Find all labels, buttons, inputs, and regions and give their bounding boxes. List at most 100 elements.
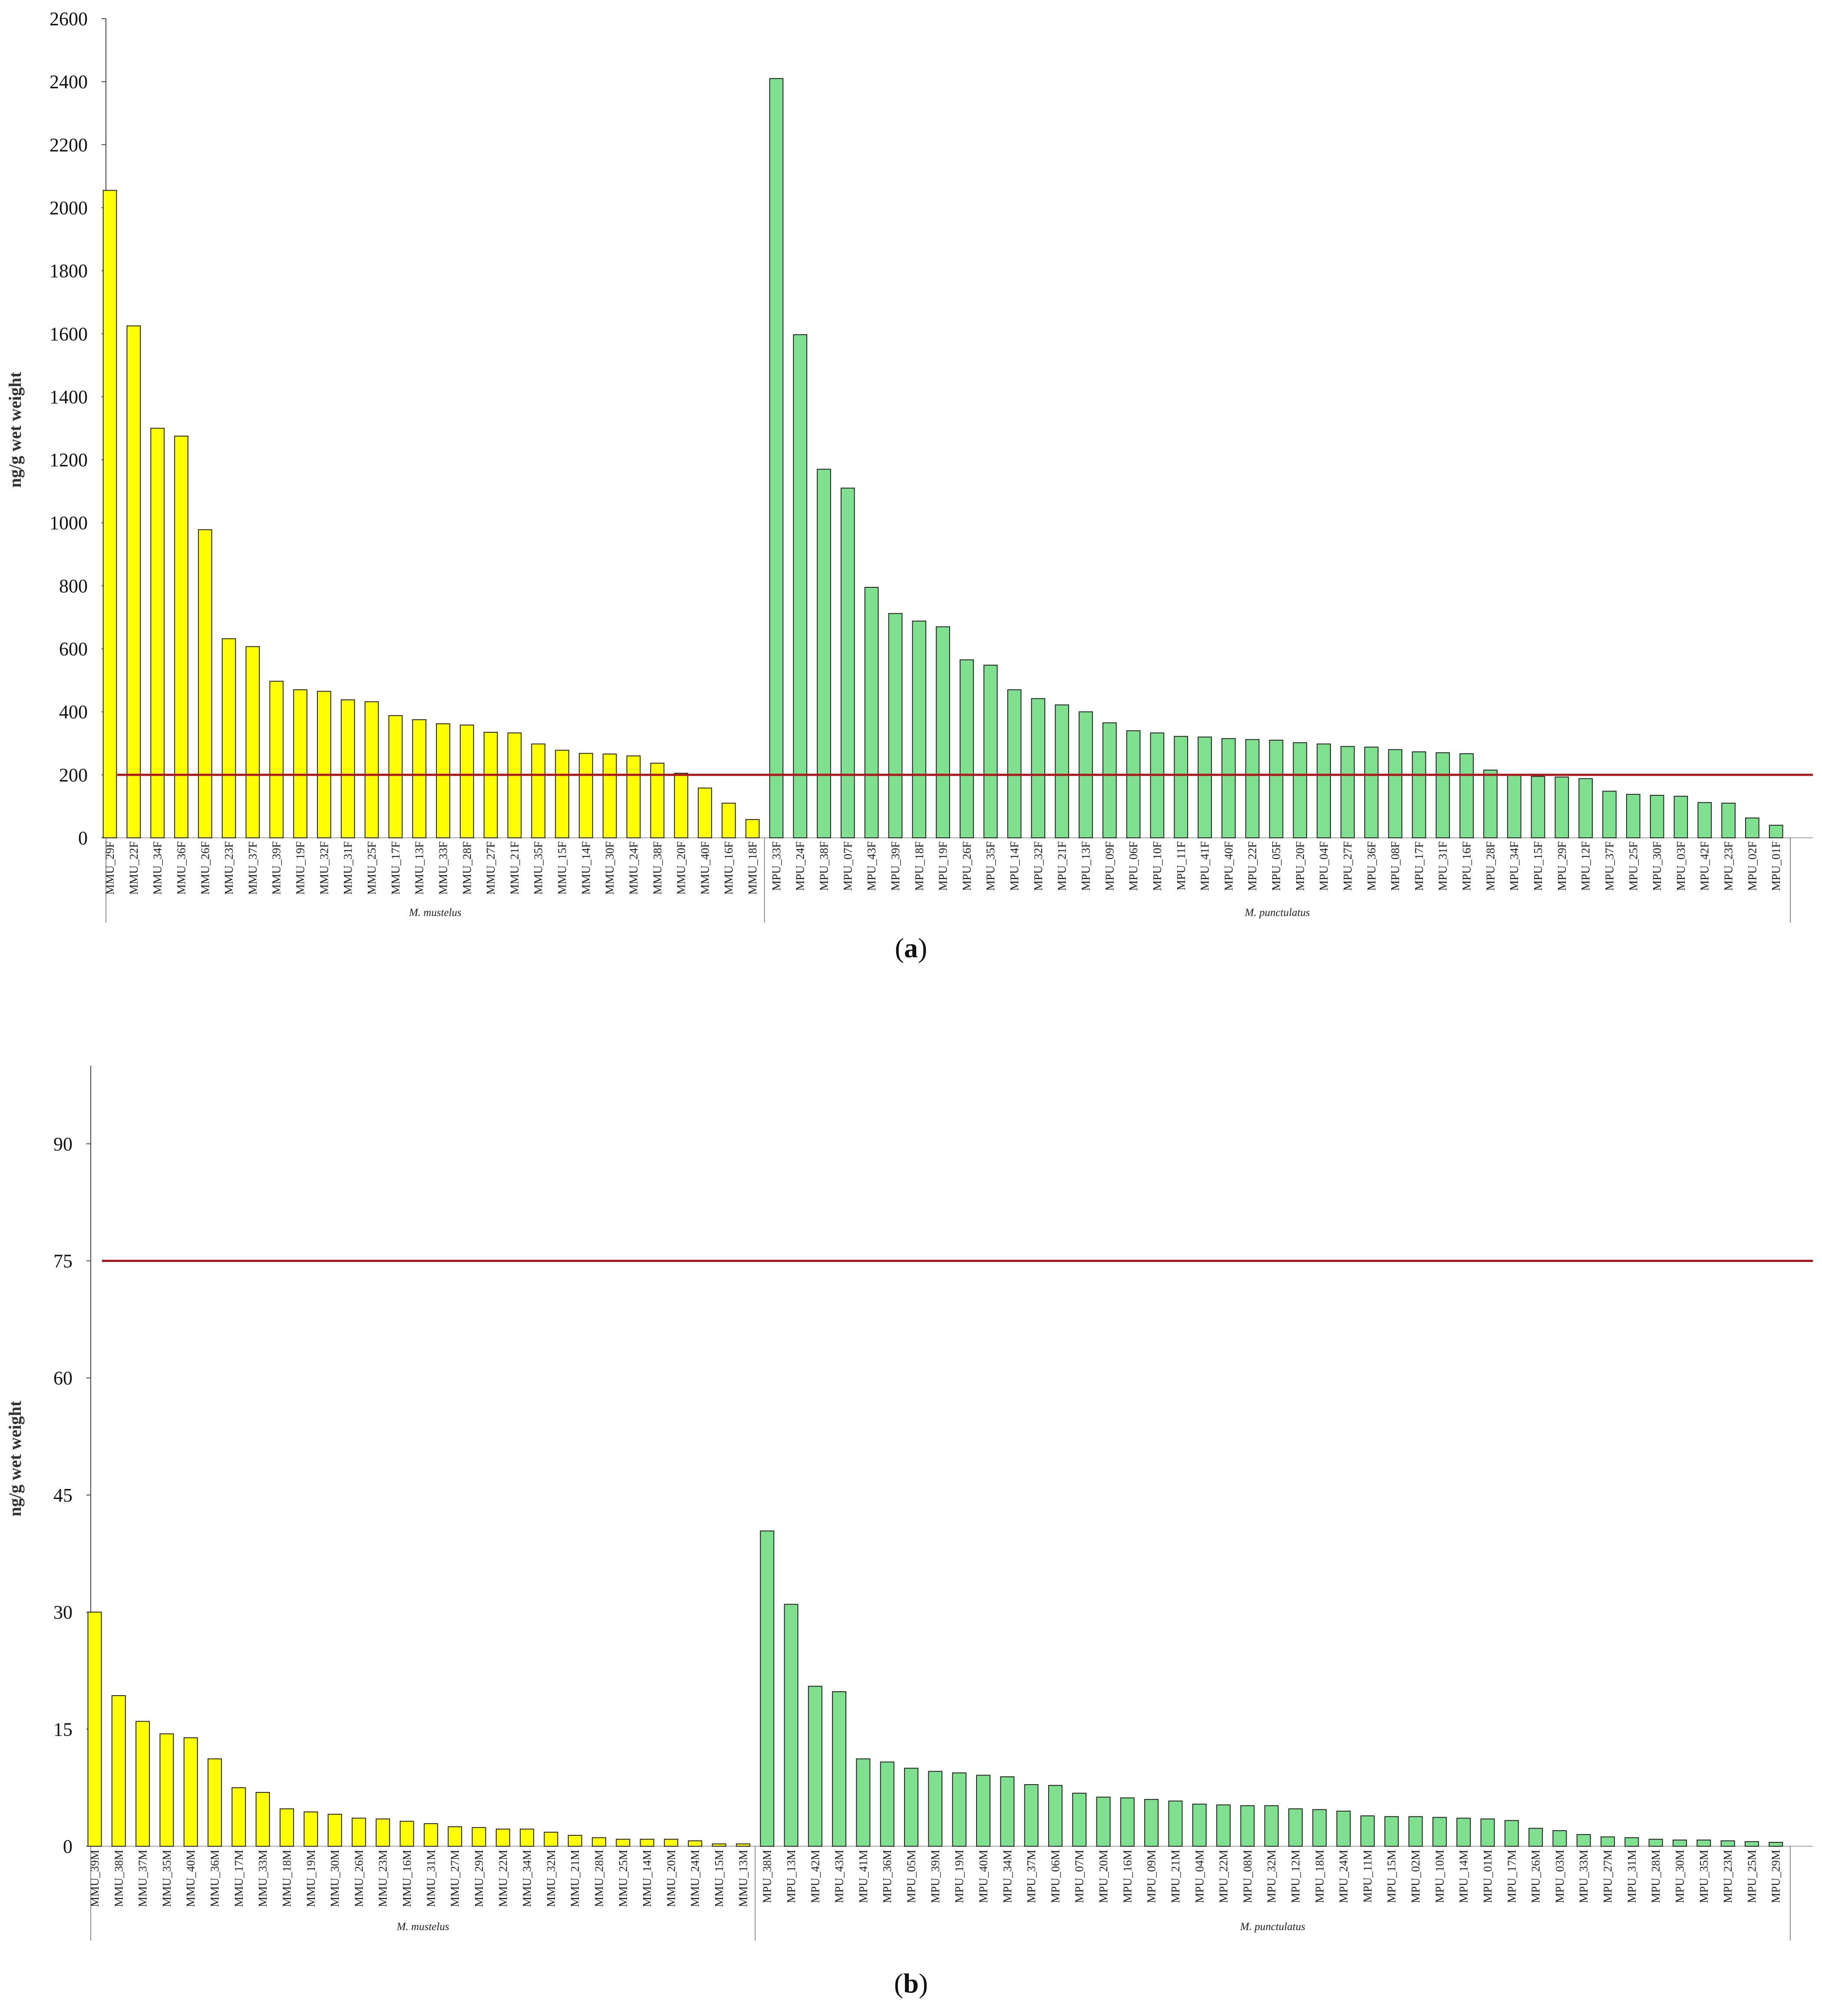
x-tick-label: MPU_13F (1079, 841, 1092, 891)
x-tick-label: MPU_02M (1409, 1850, 1422, 1903)
bar (928, 1771, 943, 1847)
bar (1769, 824, 1783, 839)
x-tick-label: MPU_19F (937, 841, 950, 891)
bar (255, 1792, 270, 1847)
x-tick-label: MPU_27M (1601, 1850, 1614, 1903)
x-tick-label: MMU_33F (436, 841, 449, 895)
bar (936, 626, 950, 838)
x-tick-label: MPU_39M (929, 1850, 942, 1903)
x-tick-label: MPU_23M (1721, 1850, 1734, 1903)
bar (183, 1737, 198, 1847)
x-tick-label: MMU_28M (593, 1850, 606, 1907)
bar (721, 803, 736, 839)
x-tick-label: MPU_14M (1457, 1850, 1470, 1903)
bar (472, 1827, 486, 1847)
x-tick-label: MPU_28F (1484, 841, 1497, 891)
bar (231, 1787, 246, 1847)
bar (976, 1775, 990, 1847)
bar (1245, 739, 1260, 839)
x-tick-label: MPU_16M (1121, 1850, 1134, 1903)
bar (376, 1818, 390, 1847)
bar (760, 1530, 775, 1847)
bar (1269, 740, 1284, 839)
bar (159, 1733, 174, 1847)
bar (1721, 803, 1736, 839)
x-tick-label: MPU_24M (1337, 1850, 1350, 1903)
x-tick-label: MPU_10F (1151, 841, 1164, 891)
x-tick-label: MPU_29M (1769, 1850, 1782, 1903)
bar (712, 1843, 726, 1847)
bar (1432, 1817, 1447, 1847)
x-tick-label: MMU_14F (579, 841, 592, 895)
bar (555, 750, 569, 839)
bar (736, 1843, 750, 1847)
bar (1264, 1805, 1279, 1847)
x-tick-label: MPU_34F (1508, 841, 1521, 891)
x-tick-label: MPU_01F (1769, 841, 1782, 891)
bar (1436, 752, 1450, 839)
x-tick-label: MPU_12F (1579, 841, 1592, 891)
x-tick-label: MPU_28M (1649, 1850, 1662, 1903)
group-label: M. mustelus (409, 907, 462, 919)
bar (174, 435, 188, 838)
bar (1192, 1803, 1207, 1847)
x-tick-label: MPU_03M (1553, 1850, 1566, 1903)
bar (459, 725, 474, 838)
x-tick-label: MMU_36F (175, 841, 188, 895)
bar (1552, 1830, 1567, 1847)
x-tick-label: MPU_01M (1481, 1850, 1494, 1903)
bar (1744, 1841, 1759, 1847)
x-tick-label: MMU_23M (376, 1850, 389, 1907)
bar (544, 1832, 558, 1847)
x-tick-label: MPU_36M (881, 1850, 894, 1903)
bar (1168, 1800, 1183, 1847)
x-tick-label: MPU_38F (818, 841, 831, 891)
x-tick-label: MPU_09M (1145, 1850, 1158, 1903)
x-tick-label: MPU_41F (1198, 841, 1211, 891)
bar (436, 723, 450, 838)
bar (1697, 802, 1712, 839)
x-tick-label: MPU_17M (1505, 1850, 1518, 1903)
bar (1412, 751, 1426, 838)
bar (1504, 1820, 1519, 1847)
bar (1312, 1809, 1327, 1847)
x-tick-label: MMU_14M (640, 1850, 654, 1907)
bar (1048, 1785, 1063, 1847)
bar (880, 1761, 894, 1847)
x-tick-label: MMU_34F (151, 841, 164, 895)
bar (688, 1840, 703, 1847)
bar (640, 1838, 654, 1847)
bar (1293, 742, 1307, 839)
bar (1459, 753, 1474, 838)
bar (1483, 769, 1498, 838)
x-tick-label: MMU_37M (136, 1850, 149, 1907)
x-tick-label: MMU_25F (365, 841, 378, 895)
x-tick-label: MPU_21M (1169, 1850, 1182, 1903)
x-tick-label: MMU_24M (689, 1850, 702, 1907)
bar (1602, 791, 1617, 839)
x-tick-label: MPU_30F (1650, 841, 1664, 891)
panel-label: (a) (895, 932, 928, 963)
x-tick-label: MPU_17F (1413, 841, 1426, 891)
bar (1198, 736, 1212, 839)
x-tick-label: MMU_36M (208, 1850, 221, 1907)
x-tick-label: MMU_31M (424, 1850, 437, 1907)
bar (1650, 795, 1664, 838)
x-tick-label: MPU_25F (1627, 841, 1640, 891)
x-tick-label: MPU_15F (1532, 841, 1545, 891)
x-tick-label: MPU_06M (1049, 1850, 1062, 1903)
bar (448, 1826, 462, 1847)
bar (245, 646, 260, 839)
x-tick-label: MMU_39F (270, 841, 283, 895)
bar (351, 1818, 366, 1847)
y-tick-label: 1200 (50, 449, 88, 471)
x-tick-label: MMU_28F (460, 841, 473, 895)
chart-panel-b: 0 15 30 45 60 75 90 ng/g wet weight MMU_39M MMU_3… (5, 1066, 1813, 1999)
bar (87, 1611, 102, 1847)
bar (1528, 1828, 1543, 1847)
bar (1672, 1839, 1687, 1847)
x-tick-label: MMU_17M (232, 1850, 245, 1907)
x-tick-label: MMU_31F (341, 841, 354, 895)
group-label: M. punctulatus (1244, 907, 1310, 919)
x-tick-label: MPU_16F (1460, 841, 1473, 891)
